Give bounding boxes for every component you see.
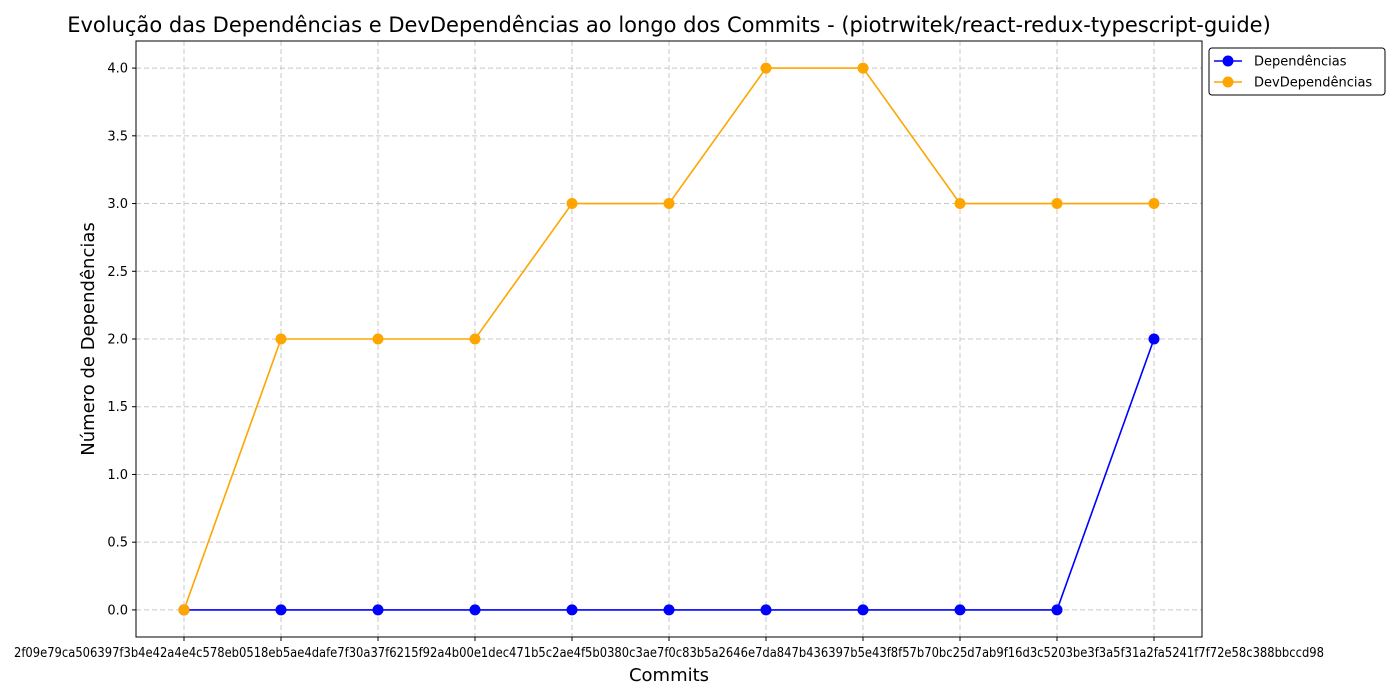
y-tick-label: 2.5: [107, 265, 128, 280]
data-point: [857, 604, 869, 616]
legend-label: DevDependências: [1254, 76, 1372, 91]
data-point: [275, 333, 287, 345]
data-point: [469, 604, 481, 616]
legend-box: [1208, 47, 1386, 96]
x-axis-label: Commits: [629, 665, 709, 686]
y-tick-label: 2.0: [107, 333, 128, 348]
x-axis-ticks: [183, 637, 1155, 641]
x-tick-labels-overlapping: 2f09e79ca506397f3b4e42a4e4c578eb0518eb5a…: [14, 646, 1324, 661]
data-point: [760, 62, 772, 74]
data-point: [954, 198, 966, 210]
y-tick-label: 1.5: [107, 400, 128, 415]
y-tick-label: 3.5: [107, 129, 128, 144]
data-point: [760, 604, 772, 616]
legend-label: Dependências: [1254, 55, 1347, 70]
data-point: [663, 198, 675, 210]
legend-marker: [1222, 55, 1234, 67]
y-tick-label: 1.0: [107, 468, 128, 483]
data-point: [372, 604, 384, 616]
data-point: [1051, 604, 1063, 616]
data-point: [566, 604, 578, 616]
data-point: [275, 604, 287, 616]
data-point: [857, 62, 869, 74]
data-point: [954, 604, 966, 616]
data-point: [663, 604, 675, 616]
data-point: [566, 198, 578, 210]
y-tick-label: 0.5: [107, 536, 128, 551]
data-point: [1051, 198, 1063, 210]
y-axis-label: Número de Dependências: [78, 222, 99, 456]
series-2: [178, 62, 1160, 616]
data-point: [1148, 333, 1160, 345]
y-tick-label: 4.0: [107, 62, 128, 77]
data-point: [469, 333, 481, 345]
legend: Dependências DevDependências: [1208, 47, 1386, 96]
y-tick-label: 3.0: [107, 197, 128, 212]
legend-marker: [1222, 76, 1234, 88]
y-tick-label: 0.0: [107, 603, 128, 618]
data-point: [372, 333, 384, 345]
data-point: [1148, 198, 1160, 210]
series-layer: [178, 62, 1160, 616]
chart-title: Evolução das Dependências e DevDependênc…: [67, 13, 1271, 37]
y-axis-ticks: 0.0 0.5 1.0 1.5 2.0 2.5 3.0 3.5 4.0: [107, 62, 136, 618]
data-point: [178, 604, 190, 616]
